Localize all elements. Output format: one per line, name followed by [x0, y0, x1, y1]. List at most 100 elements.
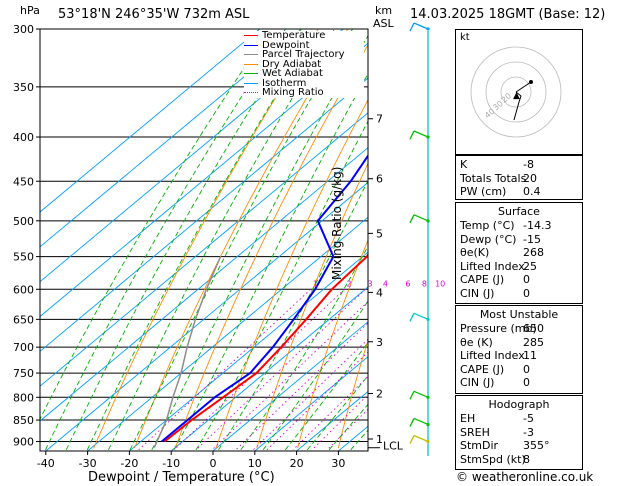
- row-label: StmSpd (kt): [460, 452, 526, 466]
- km-tick-label: 3: [376, 336, 383, 349]
- panel-title: Hodograph: [488, 398, 550, 411]
- wind-barb-dot: [426, 27, 430, 31]
- row-label: CIN (J): [460, 376, 495, 389]
- pressure-tick-label: 450: [13, 175, 34, 188]
- isotherm-line: [129, 251, 368, 451]
- legend-item: Wet Adiabat: [244, 69, 364, 79]
- mixing-ratio-label: 4: [383, 279, 388, 288]
- wet-adiabat-line: [218, 179, 368, 451]
- pressure-tick-label: 500: [13, 215, 34, 228]
- row-label: StmDir: [460, 439, 499, 452]
- mixing-ratio-label: 3: [367, 279, 372, 288]
- wet-adiabat-line: [284, 341, 368, 451]
- row-value: 0: [523, 273, 530, 286]
- parcel-trajectory-series: [153, 256, 222, 449]
- pressure-tick-label: 750: [13, 367, 34, 380]
- legend-label: Parcel Trajectory: [262, 49, 345, 60]
- wet-adiabat-line: [129, 29, 353, 451]
- legend: Temperature Dewpoint Parcel Trajectory Dry …: [244, 31, 364, 98]
- wind-barb-flag: [409, 130, 415, 140]
- row-value: -3: [523, 425, 534, 439]
- wet-adiabat-line: [86, 29, 318, 450]
- dry-adiabat-line: [583, 29, 629, 448]
- hodograph-marker: ▲: [513, 91, 520, 101]
- wind-barb-dot: [426, 395, 430, 399]
- wind-barb: [413, 130, 429, 138]
- km-tick-label: 6: [376, 173, 383, 186]
- hodograph-ring: [485, 61, 547, 123]
- dry-adiabat-line: [624, 29, 629, 448]
- wind-barb-dot: [426, 135, 430, 139]
- isotherm-line: [40, 29, 302, 248]
- row-label: Totals Totals: [460, 171, 527, 185]
- dry-adiabat-line: [337, 339, 368, 449]
- table-row: θe(K) 268: [460, 246, 578, 259]
- row-value: 0: [523, 286, 530, 300]
- mixing-ratio-label: 1: [313, 279, 318, 288]
- mixing-ratio-label: 2: [347, 279, 352, 288]
- wet-adiabat-line: [65, 29, 302, 450]
- location-title: 53°18'N 246°35'W 732m ASL: [58, 7, 250, 22]
- temperature-tick-label: 10: [248, 457, 262, 470]
- dry-adiabat-line: [297, 238, 368, 449]
- hodograph-ring: [500, 76, 532, 108]
- row-label: Temp (°C): [460, 219, 515, 232]
- wet-adiabat-line: [173, 72, 368, 451]
- table-row: StmDir 355°: [460, 439, 578, 452]
- table-row: Totals Totals 20: [460, 172, 578, 185]
- asl-label: ASL: [373, 17, 394, 30]
- row-value: 0: [523, 362, 530, 376]
- isotherm-line: [45, 181, 368, 451]
- pressure-tick-label: 900: [13, 436, 34, 449]
- copyright-footer: © weatheronline.co.uk: [456, 470, 594, 484]
- hodograph-ring: [470, 46, 562, 138]
- table-row: CAPE (J) 0: [460, 273, 578, 286]
- legend-item: Dewpoint: [244, 40, 364, 51]
- pressure-tick-label: 700: [13, 341, 34, 354]
- wind-barb: [413, 434, 429, 443]
- y-axis-label: Mixing Ratio (g/kg): [330, 166, 344, 280]
- row-value: 20: [523, 171, 537, 185]
- table-row: θe (K) 285: [460, 336, 578, 349]
- legend-item: Temperature: [244, 31, 364, 41]
- isotherm-line: [212, 321, 368, 451]
- table-row: CIN (J) 0: [460, 376, 578, 389]
- wind-barb-flag: [409, 435, 415, 444]
- legend-label: Mixing Ratio: [262, 87, 324, 98]
- pressure-tick-label: 350: [13, 81, 34, 94]
- row-label: EH: [460, 412, 476, 425]
- legend-label: Wet Adiabat: [262, 68, 323, 79]
- temperature-tick-label: -40: [37, 457, 55, 470]
- legend-item: Dry Adiabat: [244, 59, 364, 70]
- mixing-ratio-line: [211, 300, 368, 451]
- wind-barb-dot: [426, 219, 430, 223]
- isotherm-line: [254, 356, 368, 451]
- dry-adiabat-line: [93, 29, 319, 449]
- temperature-tick-label: -20: [120, 457, 138, 470]
- row-value: -14.3: [523, 219, 552, 232]
- km-tick-label: 7: [376, 113, 383, 126]
- hodograph-trace: [513, 91, 522, 121]
- row-value: 25: [523, 259, 537, 273]
- wind-barb-dot: [426, 439, 430, 444]
- row-label: Dewp (°C): [460, 232, 517, 246]
- temperature-series: [163, 252, 368, 443]
- wet-adiabat-line: [328, 403, 368, 451]
- row-label: Lifted Index: [460, 259, 525, 273]
- wet-adiabat-line: [151, 34, 368, 451]
- table-row: CAPE (J) 0: [460, 363, 578, 376]
- legend-label: Temperature: [262, 30, 326, 41]
- hodograph-storm-vector: [515, 81, 532, 93]
- row-value: -15: [523, 232, 541, 246]
- wet-adiabat-line: [195, 120, 368, 451]
- wind-barb-flag: [409, 418, 415, 427]
- hodograph-panel: kt 40 30 20 ▲: [455, 29, 583, 155]
- km-tick-label: 4: [376, 286, 383, 299]
- isotherm-line: [40, 42, 368, 318]
- temperature-tick-label: -30: [79, 457, 97, 470]
- pressure-tick-label: 600: [13, 283, 34, 296]
- row-value: 8: [523, 452, 530, 466]
- legend-swatch: [244, 92, 258, 93]
- row-value: 355°: [523, 439, 550, 452]
- hodograph-table-panel: Hodograph EH -5 SREH -3 StmDir 355° StmSpd (kt)…: [455, 395, 583, 470]
